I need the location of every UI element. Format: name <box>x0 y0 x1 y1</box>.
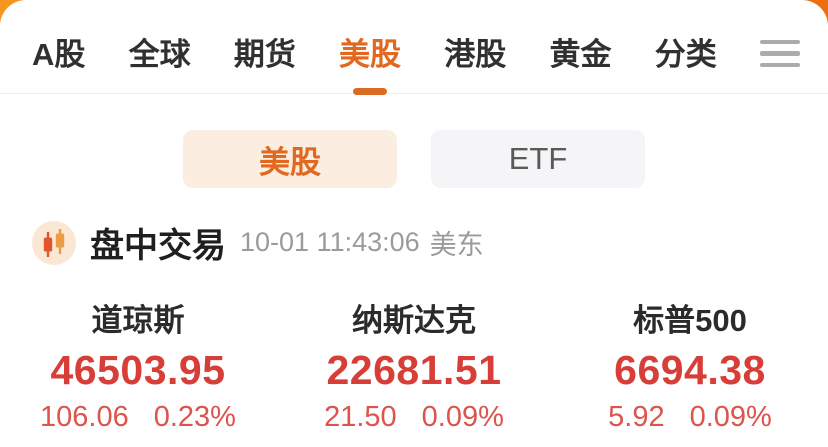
session-datetime: 10-01 11:43:06 <box>240 227 420 257</box>
tab-a-shares[interactable]: A股 <box>32 37 86 72</box>
tab-categories[interactable]: 分类 <box>654 37 717 72</box>
index-name: 标普500 <box>633 303 747 338</box>
tab-us-stocks[interactable]: 美股 <box>339 29 402 95</box>
session-status-label: 盘中交易 <box>90 227 226 265</box>
index-change-row: 21.50 0.09% <box>276 401 552 434</box>
index-quotes: 道琼斯 46503.95 106.06 0.23% 纳斯达克 22681.51 … <box>0 295 828 434</box>
index-price: 22681.51 <box>326 347 502 393</box>
index-change-row: 5.92 0.09% <box>552 401 828 434</box>
hamburger-menu-icon[interactable] <box>759 36 800 68</box>
market-toggle: 美股 ETF <box>0 130 828 188</box>
index-price: 46503.95 <box>50 347 226 393</box>
index-change: 106.06 <box>40 401 129 433</box>
index-sp500[interactable]: 标普500 6694.38 5.92 0.09% <box>552 295 828 434</box>
candlestick-icon <box>32 220 76 265</box>
tab-hk-stocks[interactable]: 港股 <box>444 37 507 72</box>
tab-gold[interactable]: 黄金 <box>549 37 612 72</box>
tab-global[interactable]: 全球 <box>128 37 191 72</box>
index-change-percent: 0.09% <box>689 401 772 433</box>
index-nasdaq[interactable]: 纳斯达克 22681.51 21.50 0.09% <box>276 295 552 434</box>
index-name: 道琼斯 <box>91 303 185 338</box>
index-change-row: 106.06 0.23% <box>0 401 276 434</box>
session-timezone: 美东 <box>429 230 484 260</box>
index-dow-jones[interactable]: 道琼斯 46503.95 106.06 0.23% <box>0 295 276 434</box>
toggle-etf[interactable]: ETF <box>431 130 645 188</box>
index-change-percent: 0.23% <box>153 401 236 433</box>
index-change-percent: 0.09% <box>421 401 504 433</box>
tab-futures[interactable]: 期货 <box>233 37 296 72</box>
session-row: 盘中交易 10-01 11:43:06 美东 <box>0 218 828 267</box>
market-nav: A股 全球 期货 美股 港股 黄金 分类 <box>0 0 828 95</box>
toggle-us-stocks[interactable]: 美股 <box>183 130 397 188</box>
index-price: 6694.38 <box>614 347 766 393</box>
index-change: 5.92 <box>608 401 665 433</box>
active-tab-underline <box>353 88 388 95</box>
index-name: 纳斯达克 <box>352 303 476 338</box>
tab-us-stocks-label: 美股 <box>339 37 402 72</box>
index-change: 21.50 <box>324 401 397 433</box>
